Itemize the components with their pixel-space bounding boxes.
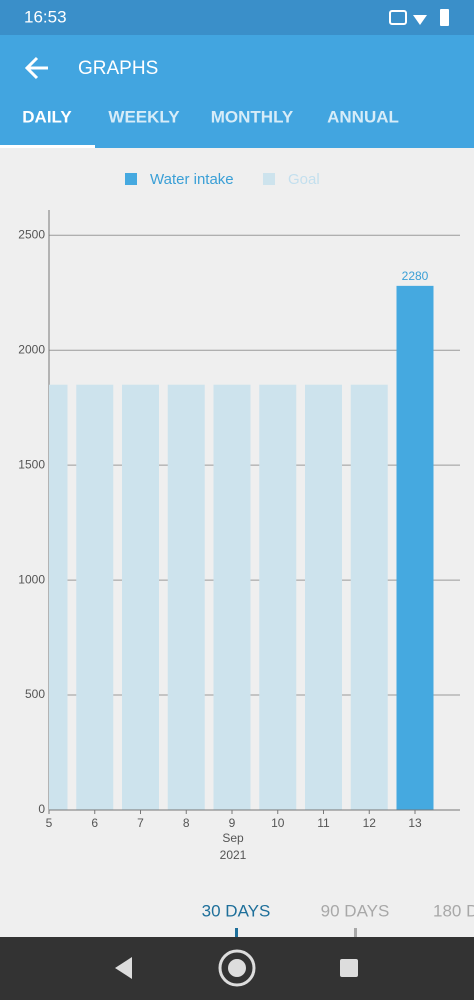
nav-back[interactable] bbox=[115, 957, 132, 979]
range-marker bbox=[354, 928, 357, 937]
nav-home[interactable] bbox=[218, 949, 256, 987]
tab[interactable]: MONTHLY bbox=[211, 107, 294, 126]
status-icons bbox=[389, 9, 449, 26]
x-tick-label: 7 bbox=[137, 816, 144, 830]
tab[interactable]: ANNUAL bbox=[327, 107, 399, 126]
x-tick-label: 5 bbox=[46, 816, 53, 830]
tab[interactable]: DAILY bbox=[22, 107, 72, 126]
bars bbox=[49, 285, 434, 810]
range-option[interactable]: 180 DAYS bbox=[433, 901, 474, 920]
x-tick-label: 13 bbox=[408, 816, 422, 830]
y-tick-label: 2500 bbox=[18, 227, 45, 241]
x-tick-label: 9 bbox=[229, 816, 236, 830]
bar bbox=[76, 384, 114, 810]
bar bbox=[49, 384, 68, 810]
y-tick-label: 1000 bbox=[18, 572, 45, 586]
tab[interactable]: WEEKLY bbox=[108, 107, 180, 126]
y-tick-label: 0 bbox=[38, 802, 45, 816]
data-label: 2280 bbox=[402, 269, 429, 283]
bar bbox=[213, 384, 251, 810]
x-tick-label: 10 bbox=[271, 816, 285, 830]
y-tick-label: 2000 bbox=[18, 342, 45, 356]
bar bbox=[122, 384, 159, 810]
status-time: 16:53 bbox=[24, 7, 67, 26]
range-selector: 30 DAYS 90 DAYS 180 DAYS bbox=[202, 901, 474, 937]
x-year-label: 2021 bbox=[220, 848, 247, 862]
y-tick-label: 1500 bbox=[18, 457, 45, 471]
x-tick-label: 11 bbox=[317, 816, 330, 830]
app-title: GRAPHS bbox=[78, 58, 158, 79]
legend-label: Water intake bbox=[150, 171, 234, 188]
range-option[interactable]: 90 DAYS bbox=[321, 901, 390, 920]
x-tick-label: 6 bbox=[91, 816, 98, 830]
range-option[interactable]: 30 DAYS bbox=[202, 901, 271, 920]
bar bbox=[259, 384, 297, 810]
legend-swatch bbox=[263, 173, 275, 185]
x-tick-label: 8 bbox=[183, 816, 190, 830]
legend-swatch bbox=[125, 173, 137, 185]
back-button[interactable] bbox=[24, 56, 48, 80]
tab-indicator bbox=[0, 145, 95, 148]
bar bbox=[167, 384, 205, 810]
nav-home-dot bbox=[228, 959, 246, 977]
bar bbox=[305, 384, 342, 810]
status-bar bbox=[0, 0, 474, 35]
app-bar bbox=[0, 35, 474, 148]
legend-label: Goal bbox=[288, 171, 320, 188]
x-month-label: Sep bbox=[222, 831, 244, 845]
bar bbox=[396, 285, 434, 810]
chart: Water intake Goal 0 500 1000 1500 2000 2500 2280… bbox=[18, 171, 460, 862]
nav-recents[interactable] bbox=[340, 959, 358, 977]
x-tick-label: 12 bbox=[363, 816, 377, 830]
bar bbox=[350, 384, 388, 810]
range-marker bbox=[235, 928, 238, 937]
y-tick-label: 500 bbox=[25, 687, 45, 701]
